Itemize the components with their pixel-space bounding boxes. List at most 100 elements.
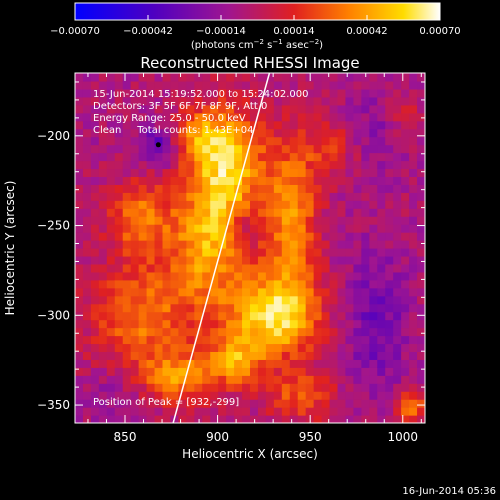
heatmap-cell xyxy=(154,168,164,177)
heatmap-cell xyxy=(114,255,124,265)
heatmap-cell xyxy=(178,255,187,265)
heatmap-cell xyxy=(138,391,148,400)
heatmap-cell xyxy=(210,88,219,98)
heatmap-cell xyxy=(417,311,425,321)
heatmap-cell xyxy=(273,399,283,408)
heatmap-cell xyxy=(226,120,235,130)
heatmap-cell xyxy=(170,351,179,360)
heatmap-cell xyxy=(210,120,219,130)
heatmap-cell xyxy=(82,391,92,400)
heatmap-cell xyxy=(202,359,211,368)
heatmap-cell xyxy=(106,88,116,98)
heatmap-cell xyxy=(273,176,283,185)
heatmap-cell xyxy=(154,415,164,423)
heatmap-cell xyxy=(409,184,418,193)
heatmap-cell xyxy=(178,184,187,193)
heatmap-cell xyxy=(178,271,187,281)
heatmap-cell xyxy=(273,128,283,138)
heatmap-cell xyxy=(194,168,203,177)
heatmap-cell xyxy=(226,255,235,265)
heatmap-cell xyxy=(250,73,259,82)
heatmap-cell xyxy=(162,335,172,345)
heatmap-cell xyxy=(297,128,307,138)
heatmap-cell xyxy=(329,73,339,82)
heatmap-cell xyxy=(313,391,323,400)
heatmap-cell xyxy=(106,415,116,423)
heatmap-cell xyxy=(281,120,291,130)
heatmap-cell xyxy=(106,176,116,185)
heatmap-cell xyxy=(178,399,187,408)
heatmap-cell xyxy=(250,216,259,225)
heatmap-cell xyxy=(393,335,402,345)
heatmap-cell xyxy=(289,271,299,281)
heatmap-cell xyxy=(242,391,251,400)
heatmap-cell xyxy=(345,136,354,146)
heatmap-cell xyxy=(313,184,323,193)
heatmap-cell xyxy=(138,104,148,114)
heatmap-cell xyxy=(234,295,243,305)
heatmap-cell xyxy=(194,399,203,408)
heatmap-cell xyxy=(162,224,172,233)
heatmap-cell xyxy=(393,120,402,130)
heatmap-cell xyxy=(202,335,211,345)
heatmap-cell xyxy=(409,208,418,217)
heatmap-cell xyxy=(297,136,307,146)
heatmap-cell xyxy=(146,391,156,400)
heatmap-cell xyxy=(170,271,179,281)
heatmap-cell xyxy=(409,128,418,138)
heatmap-cell xyxy=(234,319,243,329)
heatmap-cell xyxy=(114,136,124,146)
heatmap-cell xyxy=(353,327,362,337)
heatmap-cell xyxy=(130,391,140,400)
heatmap-cell xyxy=(265,192,275,201)
heatmap-cell xyxy=(305,271,315,281)
heatmap-cell xyxy=(178,327,187,337)
heatmap-cell xyxy=(297,335,307,345)
heatmap-cell xyxy=(202,200,211,209)
heatmap-cell xyxy=(273,88,283,98)
heatmap-cell xyxy=(393,232,402,241)
heatmap-cell xyxy=(265,279,275,289)
solar-limb-line xyxy=(172,73,271,423)
heatmap-cell xyxy=(114,96,124,106)
heatmap-cell xyxy=(250,255,259,265)
heatmap-cell xyxy=(353,383,362,392)
heatmap-cell xyxy=(234,415,243,423)
heatmap-cell xyxy=(337,208,347,217)
heatmap-cell xyxy=(210,248,219,257)
heatmap-cell xyxy=(146,152,156,162)
heatmap-cell xyxy=(377,232,386,241)
heatmap-cell xyxy=(393,343,402,352)
heatmap-cell xyxy=(313,96,323,106)
heatmap-cell xyxy=(114,311,124,321)
heatmap-cell xyxy=(289,88,299,98)
colorbar-tick-label: −0.00042 xyxy=(123,26,173,37)
heatmap-cell xyxy=(178,224,187,233)
heatmap-cell xyxy=(321,248,331,257)
heatmap-cell xyxy=(281,144,291,154)
heatmap-cell xyxy=(202,271,211,281)
heatmap-cell xyxy=(162,255,172,265)
heatmap-cell xyxy=(321,343,331,352)
heatmap-cell xyxy=(250,200,259,209)
heatmap-cell xyxy=(273,152,283,162)
heatmap-cell xyxy=(361,295,370,305)
heatmap-cell xyxy=(289,216,299,225)
heatmap-cell xyxy=(138,136,148,146)
heatmap-cell xyxy=(170,200,179,209)
heatmap-cell xyxy=(401,80,410,90)
heatmap-cell xyxy=(194,120,203,130)
heatmap-cell xyxy=(178,263,187,273)
heatmap-cell xyxy=(226,383,235,392)
heatmap-cell xyxy=(75,295,84,305)
heatmap-cell xyxy=(265,216,275,225)
heatmap-cell xyxy=(409,168,418,177)
heatmap-cell xyxy=(321,192,331,201)
heatmap-cell xyxy=(146,216,156,225)
heatmap-cell xyxy=(178,160,187,170)
heatmap-cell xyxy=(122,319,132,329)
heatmap-cell xyxy=(305,176,315,185)
heatmap-cell xyxy=(194,335,203,345)
heatmap-cell xyxy=(218,391,227,400)
heatmap-cell xyxy=(106,112,116,122)
